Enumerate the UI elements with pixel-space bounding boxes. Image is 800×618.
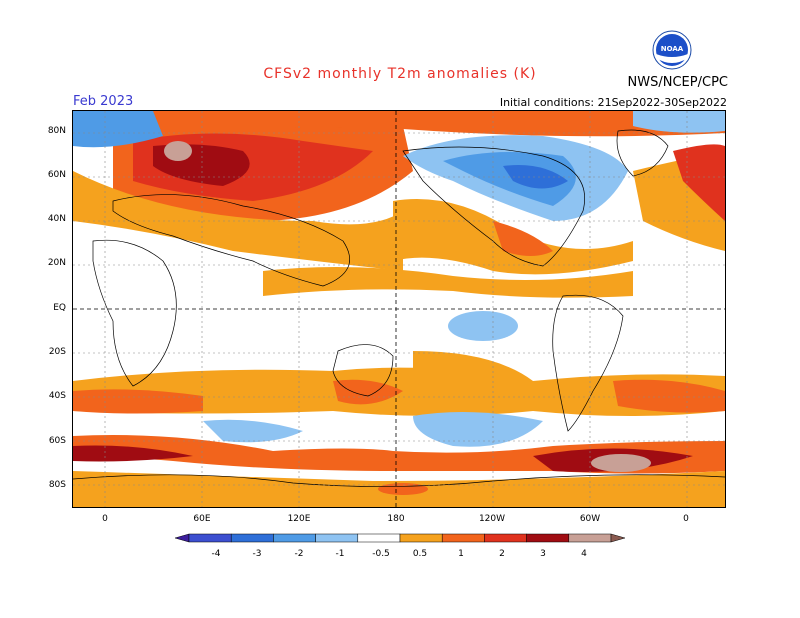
anomaly-map (72, 111, 726, 507)
colorbar-segment (315, 533, 359, 543)
colorbar-segment (484, 533, 527, 543)
initial-conditions-label: Initial conditions: 21Sep2022-30Sep2022 (499, 96, 727, 109)
lat-label: 20S (48, 347, 66, 357)
colorbar-label: 1 (458, 549, 464, 559)
colorbar-segment (568, 533, 612, 543)
map-title: CFSv2 monthly T2m anomalies (K) (263, 66, 537, 82)
noaa-logo: NOAA (652, 30, 692, 70)
colorbar-label: -4 (211, 549, 221, 559)
colorbar-segment (188, 533, 232, 543)
colorbar-label: -1 (335, 549, 345, 559)
anomaly-fields (73, 111, 725, 507)
lon-label: 60E (193, 514, 211, 524)
lon-label: 120W (478, 514, 506, 524)
colorbar (174, 533, 626, 543)
lon-label: 60W (579, 514, 601, 524)
organization-label: NWS/NCEP/CPC (627, 75, 728, 90)
colorbar-label: 4 (581, 549, 587, 559)
logo-text: NOAA (661, 45, 684, 53)
lon-label: 0 (102, 514, 108, 524)
colorbar-label: -0.5 (372, 549, 390, 559)
colorbar-arrow-low (174, 533, 190, 543)
continent-outlines (72, 129, 726, 487)
lat-label: 20N (47, 258, 66, 268)
colorbar-label: 0.5 (412, 549, 428, 559)
grid-lines (73, 111, 725, 507)
colorbar-label: 3 (540, 549, 546, 559)
lon-label: 180 (387, 514, 405, 524)
lat-label: 40N (47, 214, 66, 224)
colorbar-segment (526, 533, 570, 543)
lon-label: 0 (683, 514, 689, 524)
lat-label: 40S (48, 391, 66, 401)
colorbar-label: 2 (499, 549, 505, 559)
lat-label: 60S (48, 436, 66, 446)
reference-lines (73, 111, 725, 507)
colorbar-arrow-high (610, 533, 626, 543)
map-frame (72, 110, 726, 508)
colorbar-segment (357, 533, 401, 543)
colorbar-segment (273, 533, 316, 543)
colorbar-label: -3 (252, 549, 262, 559)
valid-month-label: Feb 2023 (73, 94, 134, 109)
lon-label: 120E (287, 514, 311, 524)
colorbar-segment (399, 533, 443, 543)
lat-label: 60N (47, 170, 66, 180)
colorbar-segment (441, 533, 485, 543)
lat-label: EQ (53, 303, 66, 313)
lat-label: 80N (47, 126, 66, 136)
lat-label: 80S (48, 480, 66, 490)
colorbar-segment (230, 533, 274, 543)
colorbar-label: -2 (294, 549, 304, 559)
